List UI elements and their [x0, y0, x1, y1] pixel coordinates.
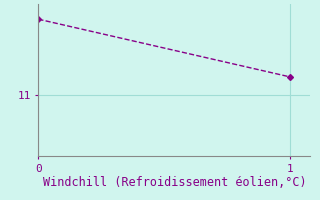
X-axis label: Windchill (Refroidissement éolien,°C): Windchill (Refroidissement éolien,°C)	[43, 176, 306, 189]
